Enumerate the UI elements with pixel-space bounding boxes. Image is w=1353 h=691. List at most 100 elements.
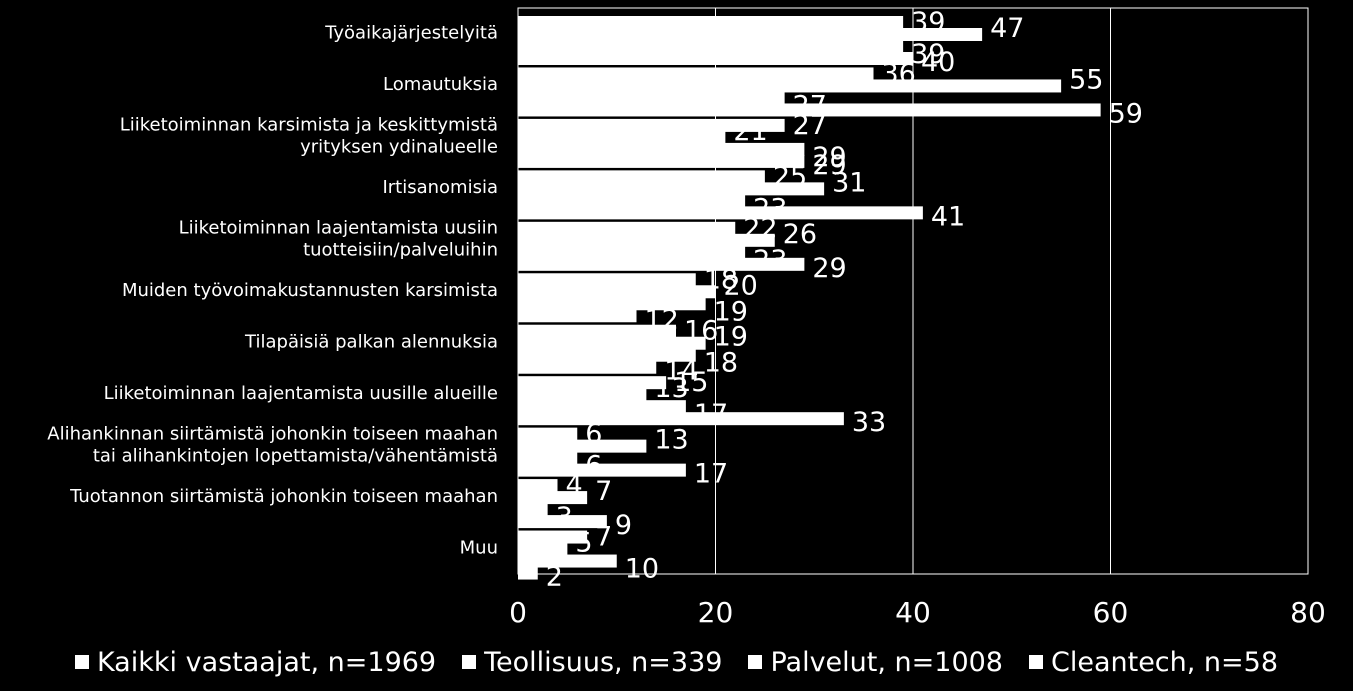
- bar: [518, 360, 657, 374]
- bar: [518, 28, 983, 41]
- legend-label: Cleantech, n=58: [1050, 646, 1279, 678]
- x-tick-label: 0: [509, 596, 527, 629]
- bar: [518, 336, 706, 350]
- category-label: tai alihankintojen lopettamista/vähentäm…: [93, 445, 498, 466]
- data-label: 13: [654, 373, 688, 404]
- data-label: 31: [832, 167, 866, 198]
- bar: [518, 154, 805, 168]
- bar: [518, 412, 844, 426]
- data-label: 19: [714, 322, 748, 353]
- bar: [518, 503, 548, 517]
- bar: [518, 79, 1062, 93]
- bar: [518, 182, 825, 196]
- bar: [518, 491, 588, 505]
- data-label: 47: [990, 13, 1024, 44]
- data-label: 59: [1109, 98, 1143, 129]
- legend-label: Teollisuus, n=339: [484, 646, 723, 678]
- legend-swatch: [748, 655, 763, 669]
- category-label: Alihankinnan siirtämistä johonkin toisee…: [47, 423, 498, 444]
- data-label: 26: [783, 219, 817, 250]
- bar: [518, 451, 578, 465]
- data-label: 13: [654, 425, 688, 456]
- bar: [518, 273, 696, 287]
- bar: [518, 130, 726, 144]
- bar: [518, 515, 607, 529]
- data-label: 40: [921, 47, 955, 78]
- data-label: 20: [724, 270, 758, 301]
- category-label: Tilapäisiä palkan alennuksia: [244, 331, 498, 352]
- bar: [518, 324, 676, 338]
- data-label: 7: [595, 522, 612, 553]
- bar: [518, 388, 647, 402]
- data-label: 12: [645, 304, 679, 335]
- data-label: 29: [812, 142, 846, 173]
- x-tick-label: 80: [1290, 596, 1326, 629]
- bar: [518, 233, 775, 247]
- bar: [518, 194, 746, 208]
- bar: [518, 206, 923, 220]
- bar: [518, 52, 913, 65]
- bar: [518, 400, 686, 414]
- legend-item-kaikki: Kaikki vastaajat, n=1969: [74, 646, 437, 678]
- legend-label: Palvelut, n=1008: [770, 646, 1003, 678]
- data-label: 5: [575, 528, 592, 559]
- category-label: Tuotannon siirtämistä johonkin toiseen m…: [69, 486, 498, 507]
- bar: [518, 91, 785, 105]
- category-label: Irtisanomisia: [382, 177, 498, 198]
- data-label: 7: [595, 476, 612, 507]
- bar: [518, 221, 736, 235]
- data-label: 9: [615, 510, 632, 541]
- data-label: 18: [704, 348, 738, 379]
- bar: [518, 257, 805, 271]
- bar: [518, 170, 765, 184]
- legend-item-cleantech: Cleantech, n=58: [1028, 646, 1279, 678]
- legend-item-teollisuus: Teollisuus, n=339: [462, 647, 722, 678]
- category-label: Lomautuksia: [383, 74, 498, 95]
- bar: [518, 118, 785, 132]
- category-label: Muiden työvoimakustannusten karsimista: [122, 280, 498, 301]
- data-label: 17: [694, 459, 728, 490]
- bar: [518, 309, 637, 323]
- legend-swatch: [1028, 655, 1043, 669]
- bar: [518, 463, 686, 477]
- category-label: Liiketoiminnan karsimista ja keskittymis…: [120, 115, 498, 136]
- bar: [518, 40, 904, 53]
- legend-swatch: [462, 655, 477, 669]
- data-label: 19: [714, 296, 748, 327]
- bar-chart: 0 20 40 60 803936272522181615647475521312620…: [47, 7, 1326, 629]
- category-label: yrityksen ydinalueelle: [300, 137, 498, 158]
- category-label: Muu: [460, 537, 498, 558]
- bar: [518, 103, 1101, 117]
- data-label: 55: [1069, 64, 1103, 95]
- bar: [518, 427, 578, 441]
- data-label: 41: [931, 201, 965, 232]
- category-label: Työaikajärjestelyitä: [324, 23, 498, 44]
- data-label: 29: [812, 150, 846, 181]
- bar: [518, 348, 696, 362]
- legend-label: Kaikki vastaajat, n=1969: [96, 646, 437, 678]
- data-label: 2: [546, 562, 563, 593]
- legend: Kaikki vastaajat, n=1969 Teollisuus, n=3…: [0, 642, 1353, 682]
- bar: [518, 554, 617, 568]
- bar: [518, 542, 568, 556]
- data-label: 39: [911, 39, 945, 70]
- x-tick-label: 40: [895, 596, 931, 629]
- legend-item-palvelut: Palvelut, n=1008: [748, 647, 1003, 678]
- bar: [518, 16, 904, 29]
- bar: [518, 67, 874, 81]
- bar: [518, 479, 558, 493]
- legend-swatch: [74, 655, 89, 669]
- data-label: 15: [674, 367, 708, 398]
- bar: [518, 285, 716, 299]
- data-label: 10: [625, 554, 659, 585]
- data-label: 33: [852, 407, 886, 438]
- category-label: Liiketoiminnan laajentamista uusiin: [179, 218, 498, 239]
- data-label: 14: [664, 356, 698, 387]
- category-label: tuotteisiin/palveluihin: [303, 240, 498, 261]
- data-label: 29: [812, 253, 846, 284]
- bar: [518, 245, 746, 259]
- bar: [518, 439, 647, 453]
- data-label: 21: [733, 116, 767, 147]
- bar: [518, 142, 805, 156]
- x-tick-label: 60: [1093, 596, 1129, 629]
